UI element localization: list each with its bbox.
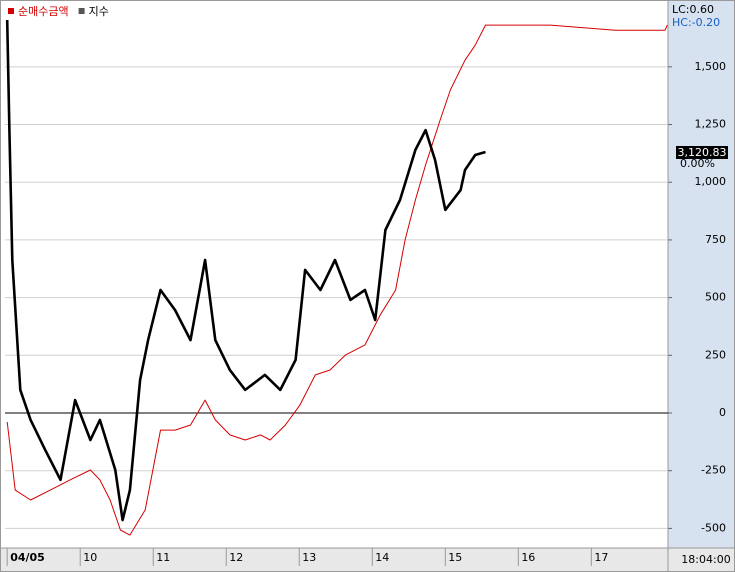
legend-swatch xyxy=(78,8,85,14)
legend-label: 순매수금액 xyxy=(18,5,69,18)
y-tick-label: -500 xyxy=(701,521,726,534)
time-label: 18:04:00 xyxy=(681,553,730,566)
y-tick-label: 1,000 xyxy=(695,175,727,188)
y-tick-label: -250 xyxy=(701,464,726,477)
legend-swatch xyxy=(8,8,14,14)
y-tick-label: 500 xyxy=(705,291,726,304)
y-tick-label: 250 xyxy=(705,348,726,361)
y-tick-label: 1,250 xyxy=(695,118,727,131)
x-tick-label: 13 xyxy=(302,551,316,564)
legend-label: 지수 xyxy=(89,5,109,18)
x-tick-label: 17 xyxy=(594,551,608,564)
last-change-label: 0.00% xyxy=(680,157,715,170)
series-line xyxy=(6,24,668,536)
x-tick-label: 16 xyxy=(521,551,535,564)
last-value-box xyxy=(676,146,728,159)
grid: 1,500 1,250 1,000 750 500 250 0 -250 -500 04/05 10… xyxy=(5,60,726,566)
last-value: 3,120.83 0.00% xyxy=(676,146,728,170)
y-tick-label: 1,500 xyxy=(695,60,727,73)
hc-label: HC:-0.20 xyxy=(672,16,720,29)
x-tick-label: 04/05 xyxy=(10,551,45,564)
x-tick-label: 15 xyxy=(448,551,462,564)
x-axis-panel xyxy=(0,548,735,572)
y-tick-label: 750 xyxy=(705,233,726,246)
y-axis-panel xyxy=(668,0,735,548)
lc-label: LC:0.60 xyxy=(672,3,714,16)
x-tick-label: 12 xyxy=(229,551,243,564)
x-tick-label: 11 xyxy=(156,551,170,564)
last-value-label: 3,120.83 xyxy=(678,146,727,159)
legend: 순매수금액 지수 xyxy=(8,5,109,18)
plot xyxy=(5,19,668,536)
y-tick-label: 0 xyxy=(719,406,726,419)
x-tick-label: 14 xyxy=(375,551,389,564)
series-line xyxy=(5,19,486,522)
x-tick-label: 10 xyxy=(83,551,97,564)
